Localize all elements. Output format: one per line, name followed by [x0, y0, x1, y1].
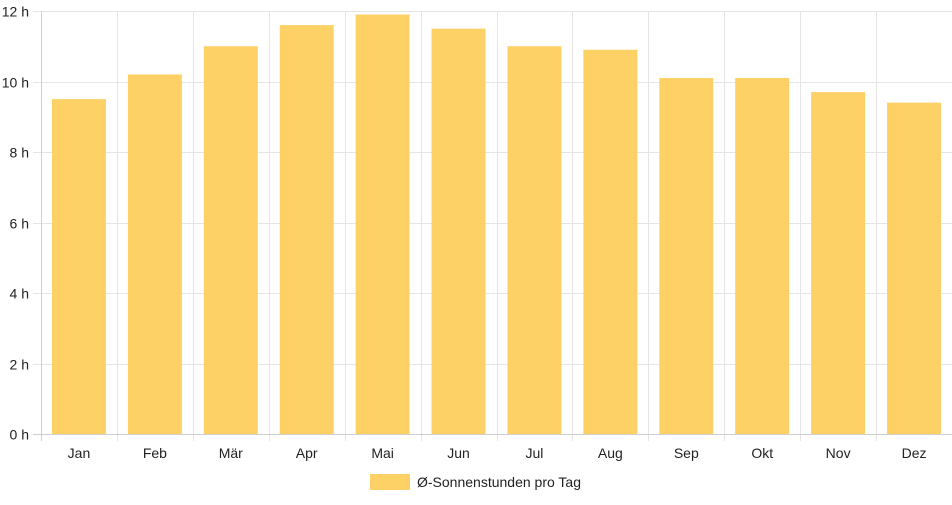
bar-dez [887, 102, 942, 435]
x-tick-label: Mai [371, 445, 394, 461]
y-tick-label: 4 h [10, 286, 29, 302]
bar-jun [431, 28, 486, 434]
bar-mär [203, 46, 258, 434]
legend-label: Ø-Sonnenstunden pro Tag [417, 474, 581, 490]
y-tick-label: 2 h [10, 357, 29, 373]
x-tick-label: Okt [751, 445, 773, 461]
x-tick-label: Jan [68, 445, 91, 461]
x-tick-label: Apr [296, 445, 318, 461]
bar-sep [659, 77, 714, 434]
x-tick-label: Sep [674, 445, 699, 461]
grid-layer [33, 11, 952, 441]
x-tick-label: Dez [902, 445, 927, 461]
bar-feb [127, 74, 182, 434]
y-tick-label: 8 h [10, 145, 29, 161]
y-tick-label: 0 h [10, 427, 29, 443]
y-tick-label: 6 h [10, 216, 29, 232]
x-tick-label: Feb [143, 445, 167, 461]
x-tick-label: Nov [826, 445, 851, 461]
x-tick-label: Mär [219, 445, 243, 461]
bar-mai [355, 14, 410, 435]
bar-jul [507, 46, 562, 434]
bar-aug [583, 49, 638, 435]
legend: Ø-Sonnenstunden pro Tag [370, 474, 581, 490]
bars-layer [51, 14, 942, 435]
axis-layer: 0 h 2 h 4 h 6 h 8 h 10 h 12 h Jan Feb Mär Apr Mai Ju… [2, 4, 927, 462]
bar-apr [279, 25, 334, 434]
y-tick-label: 10 h [2, 75, 29, 91]
bar-nov [811, 92, 866, 434]
bar-jan [51, 99, 106, 434]
x-tick-label: Jun [447, 445, 470, 461]
y-tick-label: 12 h [2, 4, 29, 20]
x-tick-label: Aug [598, 445, 623, 461]
bar-okt [735, 77, 790, 434]
x-tick-label: Jul [526, 445, 544, 461]
legend-swatch [370, 474, 410, 490]
